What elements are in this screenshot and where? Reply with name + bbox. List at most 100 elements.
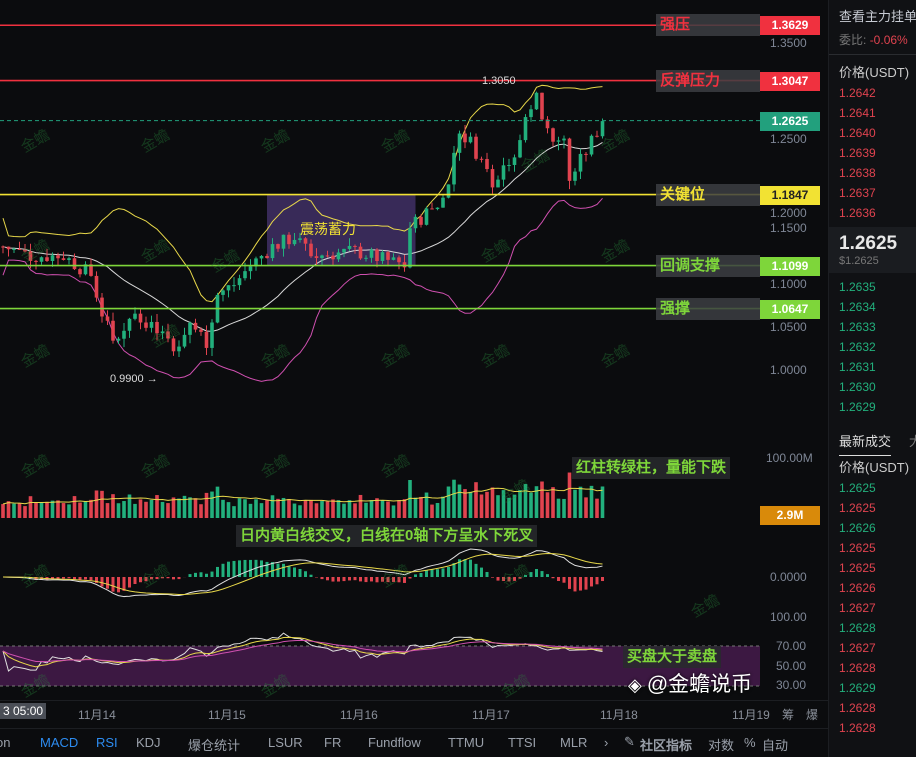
candle xyxy=(204,325,209,356)
rsi-slow-line xyxy=(2,639,603,663)
bid-row[interactable]: 1.2629 xyxy=(839,400,876,414)
volume-bar xyxy=(424,492,429,518)
indicator-rsi-tab[interactable]: RSI xyxy=(96,735,118,750)
chips-button[interactable]: 筹 xyxy=(782,708,795,722)
volume-bar xyxy=(78,502,82,518)
macd-histogram-bar xyxy=(282,563,285,577)
candle xyxy=(111,312,115,344)
indicator-kdj-tab[interactable]: KDJ xyxy=(136,735,161,750)
volume-bar xyxy=(369,500,374,518)
trade-row[interactable]: 1.2625 xyxy=(839,501,876,515)
level-label: 强撑 xyxy=(656,297,760,320)
edit-icon: ✎ xyxy=(624,734,635,749)
ask-row[interactable]: 1.2638 xyxy=(839,166,876,180)
volume-note: 红柱转绿柱，量能下跌 xyxy=(572,457,731,479)
trade-row[interactable]: 1.2627 xyxy=(839,641,876,655)
bid-row[interactable]: 1.2630 xyxy=(839,380,876,394)
candle xyxy=(468,132,473,144)
bid-row[interactable]: 1.2633 xyxy=(839,320,876,334)
trade-row[interactable]: 1.2627 xyxy=(839,601,876,615)
macd-histogram-bar xyxy=(562,577,566,583)
trade-row[interactable]: 1.2628 xyxy=(839,701,876,715)
volume-bar xyxy=(518,489,522,518)
indicator-fr-tab[interactable]: FR xyxy=(324,735,342,750)
bid-row[interactable]: 1.2635 xyxy=(839,280,876,294)
trade-row[interactable]: 1.2629 xyxy=(839,681,876,695)
indicator-mlr-tab[interactable]: MLR xyxy=(560,735,588,750)
volume-bar xyxy=(584,497,588,518)
ask-row[interactable]: 1.2640 xyxy=(839,126,876,140)
macd-histogram-bar xyxy=(447,566,450,577)
ask-row[interactable]: 1.2642 xyxy=(839,86,876,100)
trade-row[interactable]: 1.2628 xyxy=(839,721,876,735)
indicator-lsur-tab[interactable]: LSUR xyxy=(268,735,303,750)
indicator--tab[interactable]: › xyxy=(604,735,609,750)
ratio-label: 委比: xyxy=(839,33,867,47)
volume-bar xyxy=(204,492,209,518)
price-chart[interactable] xyxy=(0,0,828,722)
time-axis: 3 05:00 11月14 11月15 11月16 11月17 11月18 11… xyxy=(0,700,828,724)
candle xyxy=(518,134,522,159)
price-axis-label: 1.1500 xyxy=(770,220,807,235)
macd-histogram-bar xyxy=(364,577,368,583)
tab-latest-trades[interactable]: 最新成交 xyxy=(839,434,892,456)
candle xyxy=(138,308,143,330)
indicator--tab[interactable]: 对数 xyxy=(708,738,735,753)
ask-row[interactable]: 1.2639 xyxy=(839,146,876,160)
indicator-ttmu-tab[interactable]: TTMU xyxy=(448,735,485,750)
candle xyxy=(551,127,555,147)
trade-row[interactable]: 1.2626 xyxy=(839,521,876,535)
volume-bar xyxy=(287,498,291,518)
price-axis-label: 1.0500 xyxy=(770,319,807,334)
bid-row[interactable]: 1.2634 xyxy=(839,300,876,314)
trade-row[interactable]: 1.2628 xyxy=(839,621,876,635)
macd-histogram-bar xyxy=(485,572,489,577)
volume-bar xyxy=(413,497,418,518)
trade-row[interactable]: 1.2626 xyxy=(839,581,876,595)
ask-row[interactable]: 1.2637 xyxy=(839,186,876,200)
indicator-fundflow-tab[interactable]: Fundflow xyxy=(368,735,421,750)
macd-histogram-bar xyxy=(238,560,241,577)
macd-histogram-bar xyxy=(199,572,203,577)
volume-bar xyxy=(50,500,55,518)
ask-row[interactable]: 1.2636 xyxy=(839,206,876,220)
indicator-ttsi-tab[interactable]: TTSI xyxy=(508,735,537,750)
tab-large-trades[interactable]: 大 xyxy=(909,434,916,449)
indicator-%-tab[interactable]: % xyxy=(744,735,756,750)
bb-middle xyxy=(2,142,603,332)
liquidation-button[interactable]: 爆 xyxy=(806,708,819,722)
macd-histogram-bar xyxy=(403,577,406,583)
candle xyxy=(105,310,110,325)
volume-bar xyxy=(600,486,605,518)
indicator--tab[interactable]: 爆仓统计 xyxy=(188,738,241,753)
candle xyxy=(358,242,363,260)
orderbook-title[interactable]: 查看主力挂单 xyxy=(839,9,916,24)
macd-histogram-bar xyxy=(243,559,247,577)
indicator--tab[interactable]: 社区指标 xyxy=(640,738,693,753)
macd-histogram-bar xyxy=(348,577,351,581)
macd-histogram-bar xyxy=(414,574,417,577)
indicator--tab[interactable]: 自动 xyxy=(762,738,789,753)
indicator-on-tab[interactable]: on xyxy=(0,735,11,750)
bid-row[interactable]: 1.2632 xyxy=(839,340,876,354)
ask-row[interactable]: 1.2641 xyxy=(839,106,876,120)
bid-row[interactable]: 1.2631 xyxy=(839,360,876,374)
macd-dif-line xyxy=(2,548,603,598)
macd-histogram-bar xyxy=(216,566,219,577)
trade-row[interactable]: 1.2625 xyxy=(839,561,876,575)
indicator-macd-tab[interactable]: MACD xyxy=(40,735,79,750)
macd-histogram-bar xyxy=(172,577,175,580)
trade-row[interactable]: 1.2625 xyxy=(839,481,876,495)
volume-bar xyxy=(193,498,198,518)
macd-histogram-bar xyxy=(287,565,291,577)
time-label: 11月15 xyxy=(208,708,246,722)
trade-row[interactable]: 1.2628 xyxy=(839,661,876,675)
trade-row[interactable]: 1.2625 xyxy=(839,541,876,555)
volume-bar xyxy=(83,501,88,518)
volume-bar xyxy=(556,498,561,518)
candle xyxy=(67,256,71,265)
volume-bar xyxy=(23,506,27,518)
candle xyxy=(133,307,137,321)
trades-price-header: 价格(USDT) xyxy=(839,460,910,475)
candle xyxy=(600,118,605,139)
